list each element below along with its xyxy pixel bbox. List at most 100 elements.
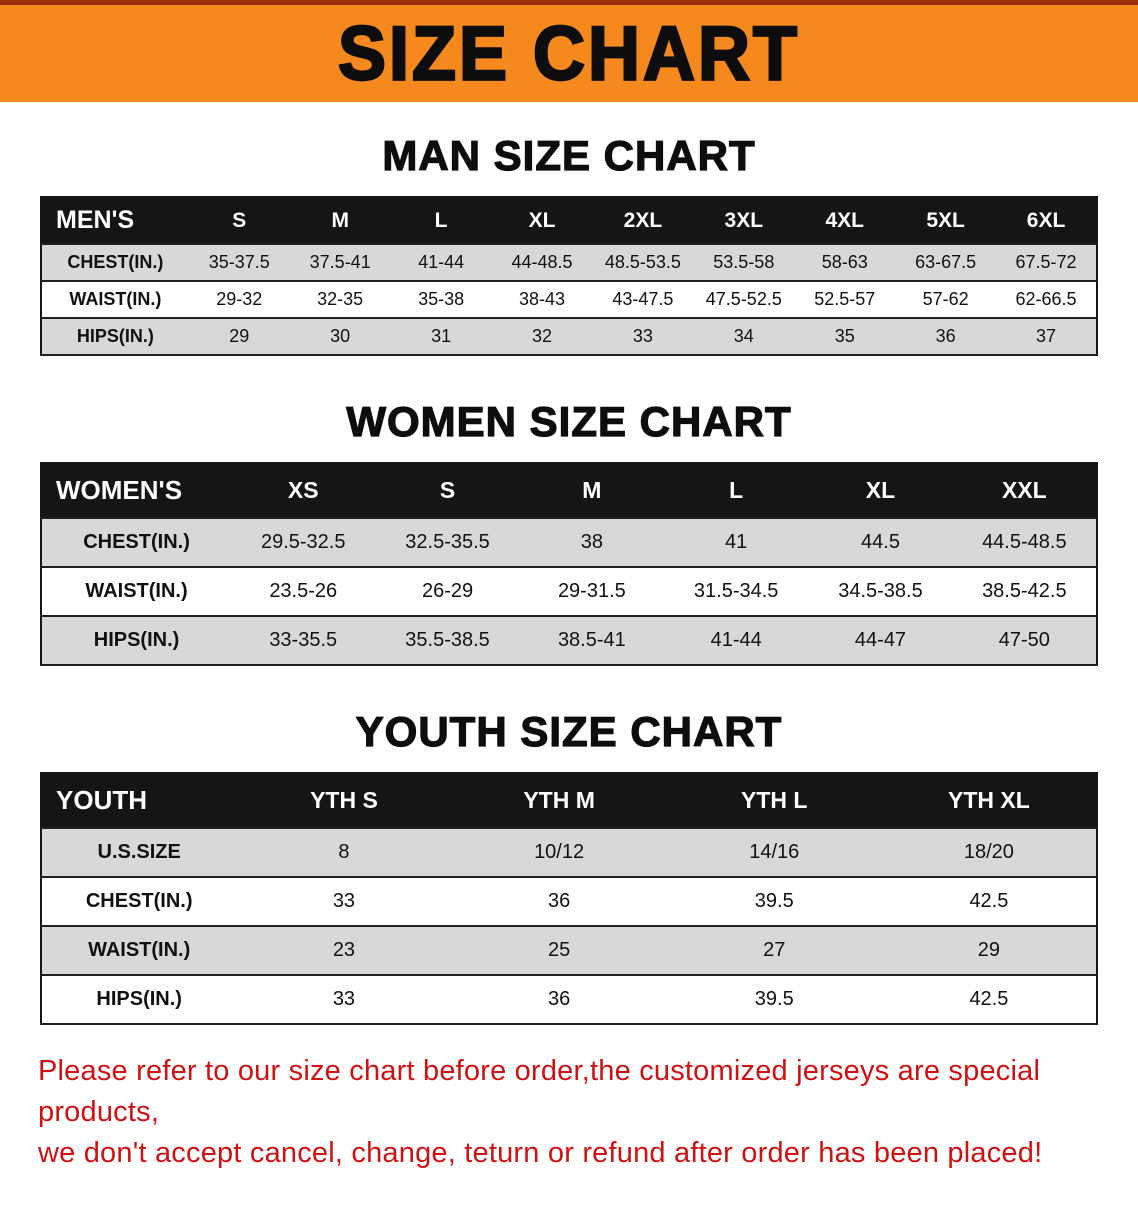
cell: 43-47.5 xyxy=(612,289,674,309)
cell: 63-67.5 xyxy=(915,252,977,272)
row-label: U.S.SIZE xyxy=(97,841,181,863)
table-row: WAIST(IN.) 29-32 32-35 35-38 38-43 43-47.5 47.… xyxy=(41,281,1097,318)
cell: 47.5-52.5 xyxy=(705,289,782,309)
column-header: XL xyxy=(491,197,593,244)
men-section-heading: MAN SIZE CHART xyxy=(382,131,756,179)
youth-table-wrap: YOUTH YTH S YTH M YTH L YTH XL U.S.SIZE 8 10/12… xyxy=(0,772,1138,1025)
cell: 32 xyxy=(531,326,553,346)
header-row: MEN'S S M L XL 2XL 3XL 4XL 5XL 6XL xyxy=(41,197,1097,244)
cell: 32-35 xyxy=(317,289,364,309)
row-label: WAIST(IN.) xyxy=(85,580,188,602)
disclaimer-line-2: we don't accept cancel, change, teturn o… xyxy=(38,1137,1043,1170)
cell: 44-47 xyxy=(854,629,907,651)
cell: 26-29 xyxy=(421,580,474,602)
cell: 35-37.5 xyxy=(208,252,270,272)
column-header: M xyxy=(289,197,391,244)
row-label: WAIST(IN.) xyxy=(69,289,162,309)
column-header: YTH L xyxy=(666,773,882,828)
cell: 31.5-34.5 xyxy=(693,580,779,602)
cell: 35 xyxy=(834,326,855,346)
disclaimer-text: Please refer to our size chart before or… xyxy=(0,1025,1138,1205)
cell: 58-63 xyxy=(821,252,868,272)
cell: 38.5-42.5 xyxy=(982,580,1067,602)
cell: 30 xyxy=(330,326,351,346)
column-header: YTH S xyxy=(236,773,452,828)
cell: 32.5-35.5 xyxy=(405,531,490,553)
women-table-wrap: WOMEN'S XS S M L XL XXL CHEST(IN.) 29.5-32.5 32.5… xyxy=(0,462,1138,666)
header-row: YOUTH YTH S YTH M YTH L YTH XL xyxy=(41,773,1097,828)
youth-size-table: YOUTH YTH S YTH M YTH L YTH XL U.S.SIZE 8 10/12… xyxy=(40,772,1098,1025)
cell: 18/20 xyxy=(963,841,1014,863)
table-row: WAIST(IN.) 23 25 27 29 xyxy=(41,926,1097,975)
cell: 33-35.5 xyxy=(269,629,338,651)
cell: 37.5-41 xyxy=(309,252,371,272)
men-size-table: MEN'S S M L XL 2XL 3XL 4XL 5XL 6XL CHEST(IN.) 35-37… xyxy=(40,196,1098,356)
cell: 35-38 xyxy=(418,289,465,309)
column-header: L xyxy=(390,197,492,244)
table-row: HIPS(IN.) 33-35.5 35.5-38.5 38.5-41 41-44 44-… xyxy=(41,616,1097,665)
cell: 33 xyxy=(632,326,653,346)
cell: 39.5 xyxy=(754,988,794,1010)
disclaimer-line-1: Please refer to our size chart before or… xyxy=(38,1055,1041,1129)
cell: 31 xyxy=(431,326,452,346)
column-header: S xyxy=(188,197,290,244)
cell: 33 xyxy=(332,988,356,1010)
youth-section-heading: YOUTH SIZE CHART xyxy=(355,707,783,755)
cell: 29-32 xyxy=(216,289,263,309)
women-section-heading: WOMEN SIZE CHART xyxy=(346,397,792,445)
women-size-table: WOMEN'S XS S M L XL XXL CHEST(IN.) 29.5-32.5 32.5… xyxy=(40,462,1098,666)
cell: 62-66.5 xyxy=(1015,289,1077,309)
cell: 47-50 xyxy=(998,629,1050,651)
cell: 23 xyxy=(332,939,356,961)
column-header: 5XL xyxy=(895,197,997,244)
cell: 10/12 xyxy=(534,841,585,863)
table-row: CHEST(IN.) 33 36 39.5 42.5 xyxy=(41,877,1097,926)
column-header: MEN'S xyxy=(41,197,189,244)
table-row: HIPS(IN.) 33 36 39.5 42.5 xyxy=(41,975,1097,1024)
column-header: S xyxy=(375,463,520,518)
cell: 27 xyxy=(763,939,786,961)
cell: 37 xyxy=(1036,326,1057,346)
row-label: HIPS(IN.) xyxy=(93,629,180,651)
column-header: XXL xyxy=(952,463,1097,518)
column-header: YTH M xyxy=(451,773,667,828)
column-header: 6XL xyxy=(996,197,1097,244)
cell: 41-44 xyxy=(710,629,762,651)
cell: 35.5-38.5 xyxy=(405,629,490,651)
men-size-section: MAN SIZE CHART MEN'S S M L XL 2XL 3XL 4XL 5XL 6XL… xyxy=(0,131,1138,356)
column-header: M xyxy=(519,463,665,518)
men-table-wrap: MEN'S S M L XL 2XL 3XL 4XL 5XL 6XL CHEST(IN.) 35-37… xyxy=(0,196,1138,356)
cell: 36 xyxy=(935,326,956,346)
row-label: HIPS(IN.) xyxy=(76,326,154,346)
cell: 57-62 xyxy=(922,289,969,309)
column-header: YTH XL xyxy=(881,773,1097,828)
cell: 29 xyxy=(229,326,250,346)
cell: 34 xyxy=(733,326,754,346)
women-size-section: WOMEN SIZE CHART WOMEN'S XS S M L XL XXL CHEST(… xyxy=(0,397,1138,666)
table-row: WAIST(IN.) 23.5-26 26-29 29-31.5 31.5-34.5 34… xyxy=(41,567,1097,616)
row-label: WAIST(IN.) xyxy=(88,939,191,961)
cell: 44-48.5 xyxy=(511,252,573,272)
cell: 14/16 xyxy=(749,841,800,863)
cell: 67.5-72 xyxy=(1015,252,1077,272)
cell: 29-31.5 xyxy=(557,580,626,602)
cell: 36 xyxy=(547,988,571,1010)
cell: 34.5-38.5 xyxy=(838,580,923,602)
cell: 36 xyxy=(547,890,571,912)
cell: 48.5-53.5 xyxy=(604,252,681,272)
table-row: U.S.SIZE 8 10/12 14/16 18/20 xyxy=(41,828,1097,877)
cell: 42.5 xyxy=(969,890,1009,912)
cell: 38-43 xyxy=(518,289,566,309)
cell: 29.5-32.5 xyxy=(260,531,346,553)
column-header: 4XL xyxy=(794,197,896,244)
cell: 53.5-58 xyxy=(713,252,775,272)
cell: 38 xyxy=(580,531,603,553)
cell: 41 xyxy=(725,531,748,553)
row-label: CHEST(IN.) xyxy=(83,531,190,553)
cell: 44.5 xyxy=(861,531,900,553)
table-row: CHEST(IN.) 35-37.5 37.5-41 41-44 44-48.5 48.5… xyxy=(41,244,1097,281)
cell: 42.5 xyxy=(969,988,1009,1010)
column-header: 2XL xyxy=(592,197,694,244)
banner-title: SIZE CHART xyxy=(337,10,800,97)
cell: 8 xyxy=(338,841,350,863)
